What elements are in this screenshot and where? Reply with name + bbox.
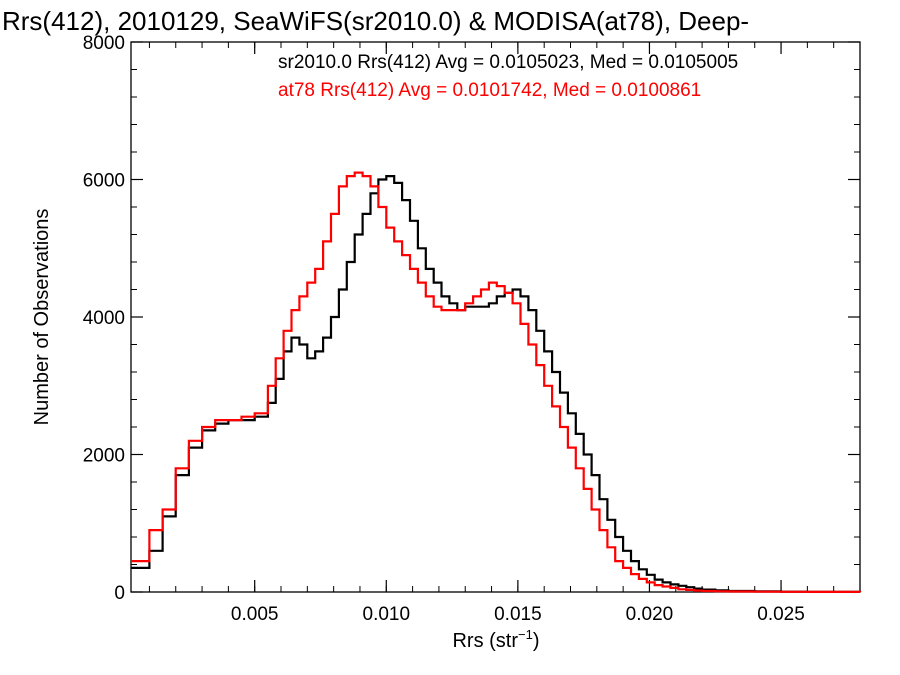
axis-ticks: 0.005 0.010 0.015 0.020 0.025 0 2000 4000 6000 80… — [83, 33, 861, 625]
y-tick-label: 8000 — [83, 33, 125, 54]
x-axis-label-main: Rrs (str — [452, 630, 518, 652]
legend-entry-sr2010: sr2010.0 Rrs(412) Avg = 0.0105023, Med =… — [278, 52, 738, 73]
x-axis-label-tail: ) — [533, 630, 540, 652]
chart-title: Rrs(412), 2010129, SeaWiFS(sr2010.0) & M… — [2, 6, 749, 36]
x-tick-label: 0.015 — [494, 604, 542, 625]
x-tick-label: 0.020 — [626, 604, 674, 625]
x-tick-label: 0.005 — [231, 604, 279, 625]
y-axis-label: Number of Observations — [31, 209, 53, 426]
series-layer — [131, 171, 862, 593]
y-tick-label: 4000 — [83, 308, 125, 329]
x-axis-label: Rrs (str−1) — [452, 627, 539, 652]
plot-frame — [130, 41, 861, 593]
series-line-at78 — [131, 171, 862, 593]
y-tick-label: 0 — [114, 583, 125, 604]
x-axis-label-superscript: −1 — [518, 627, 533, 642]
x-tick-label: 0.025 — [757, 604, 805, 625]
x-tick-label: 0.010 — [363, 604, 411, 625]
y-tick-label: 2000 — [83, 446, 125, 467]
y-tick-label: 6000 — [83, 171, 125, 192]
legend-entry-at78: at78 Rrs(412) Avg = 0.0101742, Med = 0.0… — [278, 80, 701, 101]
series-line-sr2010 — [131, 175, 862, 593]
